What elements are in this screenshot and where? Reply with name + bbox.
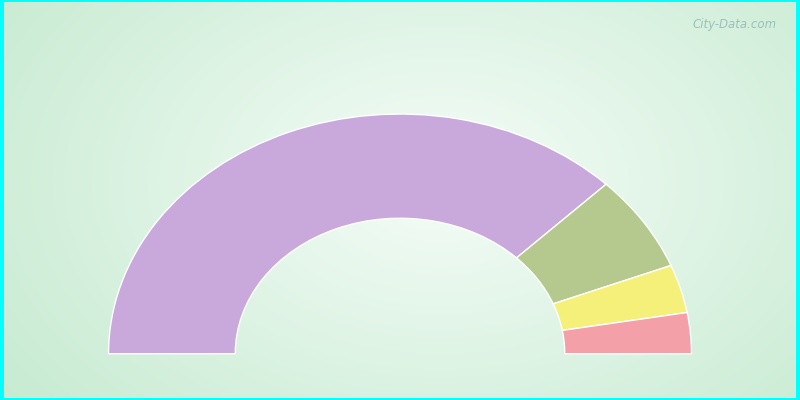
Text: City-Data.com: City-Data.com <box>692 18 776 31</box>
Wedge shape <box>562 312 691 354</box>
Wedge shape <box>517 184 671 304</box>
Wedge shape <box>553 266 687 330</box>
Wedge shape <box>109 114 606 354</box>
